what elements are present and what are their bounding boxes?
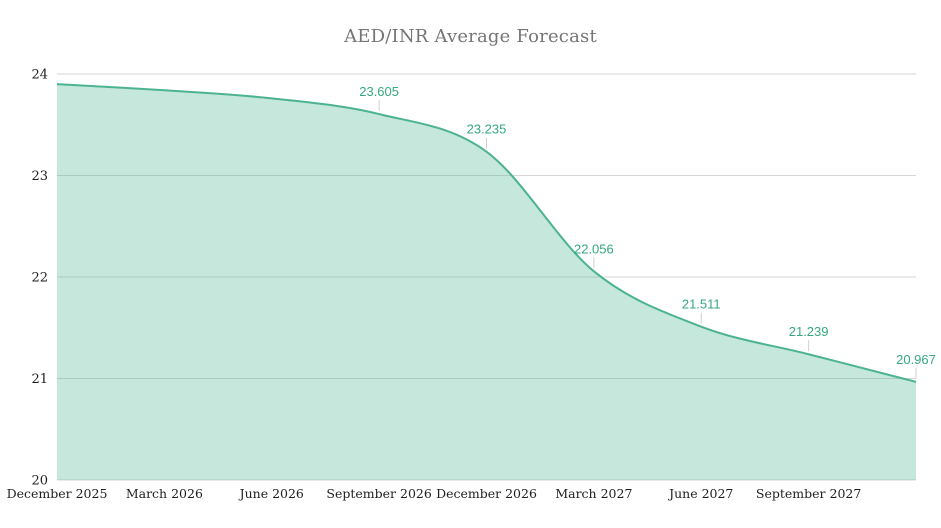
x-axis-tick-label: March 2027 bbox=[555, 486, 632, 501]
y-axis-tick-label: 24 bbox=[31, 68, 48, 83]
x-axis-tick-label: September 2026 bbox=[326, 486, 431, 501]
x-axis-tick-label: December 2026 bbox=[436, 486, 537, 501]
y-axis-tick-label: 20 bbox=[31, 474, 48, 489]
x-axis-tick-label: March 2026 bbox=[126, 486, 203, 501]
data-point-label: 21.239 bbox=[789, 324, 829, 339]
forecast-area-fill bbox=[57, 84, 916, 481]
x-axis-tick-label: December 2025 bbox=[7, 486, 108, 501]
forecast-line bbox=[56, 83, 917, 383]
y-axis-tick-label: 23 bbox=[31, 169, 48, 184]
x-axis-tick-label: June 2026 bbox=[238, 486, 304, 501]
data-point-label: 21.511 bbox=[682, 297, 721, 312]
data-point-label: 23.605 bbox=[359, 84, 399, 99]
y-axis-tick-label: 22 bbox=[31, 271, 48, 286]
y-axis-tick-label: 21 bbox=[31, 372, 48, 387]
data-point-label: 20.967 bbox=[896, 352, 936, 367]
data-point-label: 23.235 bbox=[467, 122, 507, 137]
x-axis-tick-label: September 2027 bbox=[756, 486, 861, 501]
data-point-label: 22.056 bbox=[574, 241, 614, 256]
chart-title: AED/INR Average Forecast bbox=[344, 26, 597, 47]
x-axis-tick-label: June 2027 bbox=[667, 486, 733, 501]
